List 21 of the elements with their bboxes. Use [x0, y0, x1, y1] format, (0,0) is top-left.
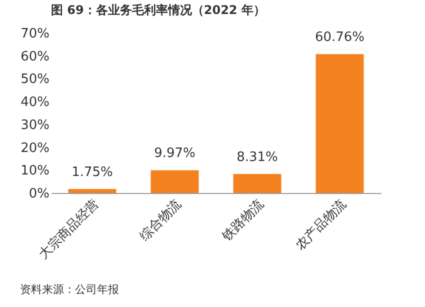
y-tick-label: 30% — [20, 118, 50, 133]
y-tick-label: 50% — [20, 72, 50, 88]
bar — [233, 174, 282, 193]
bar — [68, 189, 116, 193]
data-label: 1.75% — [72, 165, 113, 180]
bar — [150, 170, 199, 193]
text: 资料来源：公司年报 — [20, 282, 120, 297]
x-tick-label: 农产品物流 — [292, 196, 350, 254]
y-tick-label: 60% — [20, 49, 50, 64]
x-tick-label: 铁路物流 — [218, 196, 268, 245]
y-tick-label: 20% — [20, 140, 50, 156]
data-label: 60.76% — [314, 30, 365, 46]
y-tick-label: 70% — [20, 26, 50, 42]
chart-title: 图 69：各业务毛利率情况（2022 年） — [51, 3, 266, 17]
x-tick-label: 综合物流 — [136, 196, 185, 244]
y-tick-label: 40% — [20, 95, 50, 110]
y-tick-label: 10% — [20, 164, 50, 179]
data-label: 9.97% — [154, 146, 196, 162]
y-tick-label: 0% — [28, 186, 50, 202]
bar — [316, 54, 364, 193]
data-label: 8.31% — [236, 150, 278, 166]
